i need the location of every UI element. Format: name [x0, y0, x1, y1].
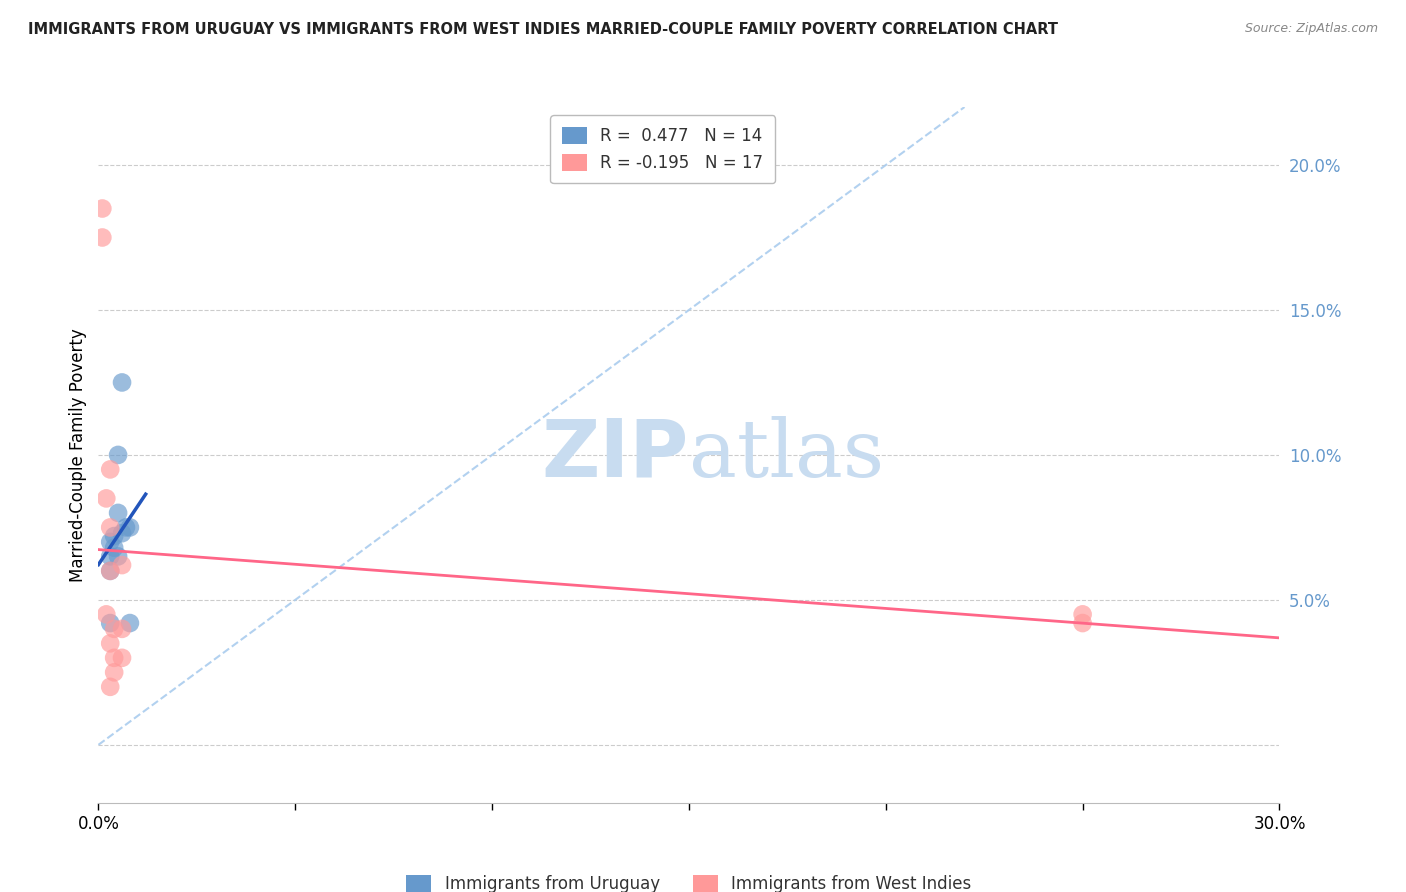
- Point: [107, 448, 129, 462]
- Point: [111, 622, 134, 636]
- Point: [98, 680, 121, 694]
- Point: [98, 462, 121, 476]
- Point: [98, 520, 121, 534]
- Text: Source: ZipAtlas.com: Source: ZipAtlas.com: [1244, 22, 1378, 36]
- Point: [96, 607, 118, 622]
- Point: [98, 549, 121, 564]
- Point: [98, 534, 121, 549]
- Text: IMMIGRANTS FROM URUGUAY VS IMMIGRANTS FROM WEST INDIES MARRIED-COUPLE FAMILY POV: IMMIGRANTS FROM URUGUAY VS IMMIGRANTS FR…: [28, 22, 1059, 37]
- Point: [118, 520, 141, 534]
- Point: [115, 520, 138, 534]
- Point: [98, 564, 121, 578]
- Point: [91, 230, 114, 244]
- Point: [111, 526, 134, 541]
- Point: [111, 376, 134, 390]
- Point: [103, 651, 125, 665]
- Point: [103, 622, 125, 636]
- Point: [103, 529, 125, 543]
- Point: [107, 506, 129, 520]
- Point: [107, 549, 129, 564]
- Legend: Immigrants from Uruguay, Immigrants from West Indies: Immigrants from Uruguay, Immigrants from…: [398, 867, 980, 892]
- Point: [1071, 615, 1094, 630]
- Point: [111, 651, 134, 665]
- Point: [96, 491, 118, 506]
- Point: [103, 541, 125, 555]
- Y-axis label: Married-Couple Family Poverty: Married-Couple Family Poverty: [69, 328, 87, 582]
- Point: [98, 615, 121, 630]
- Point: [118, 615, 141, 630]
- Text: atlas: atlas: [689, 416, 884, 494]
- Point: [98, 636, 121, 650]
- Point: [111, 558, 134, 573]
- Point: [98, 564, 121, 578]
- Point: [91, 202, 114, 216]
- Point: [103, 665, 125, 680]
- Text: ZIP: ZIP: [541, 416, 689, 494]
- Point: [1071, 607, 1094, 622]
